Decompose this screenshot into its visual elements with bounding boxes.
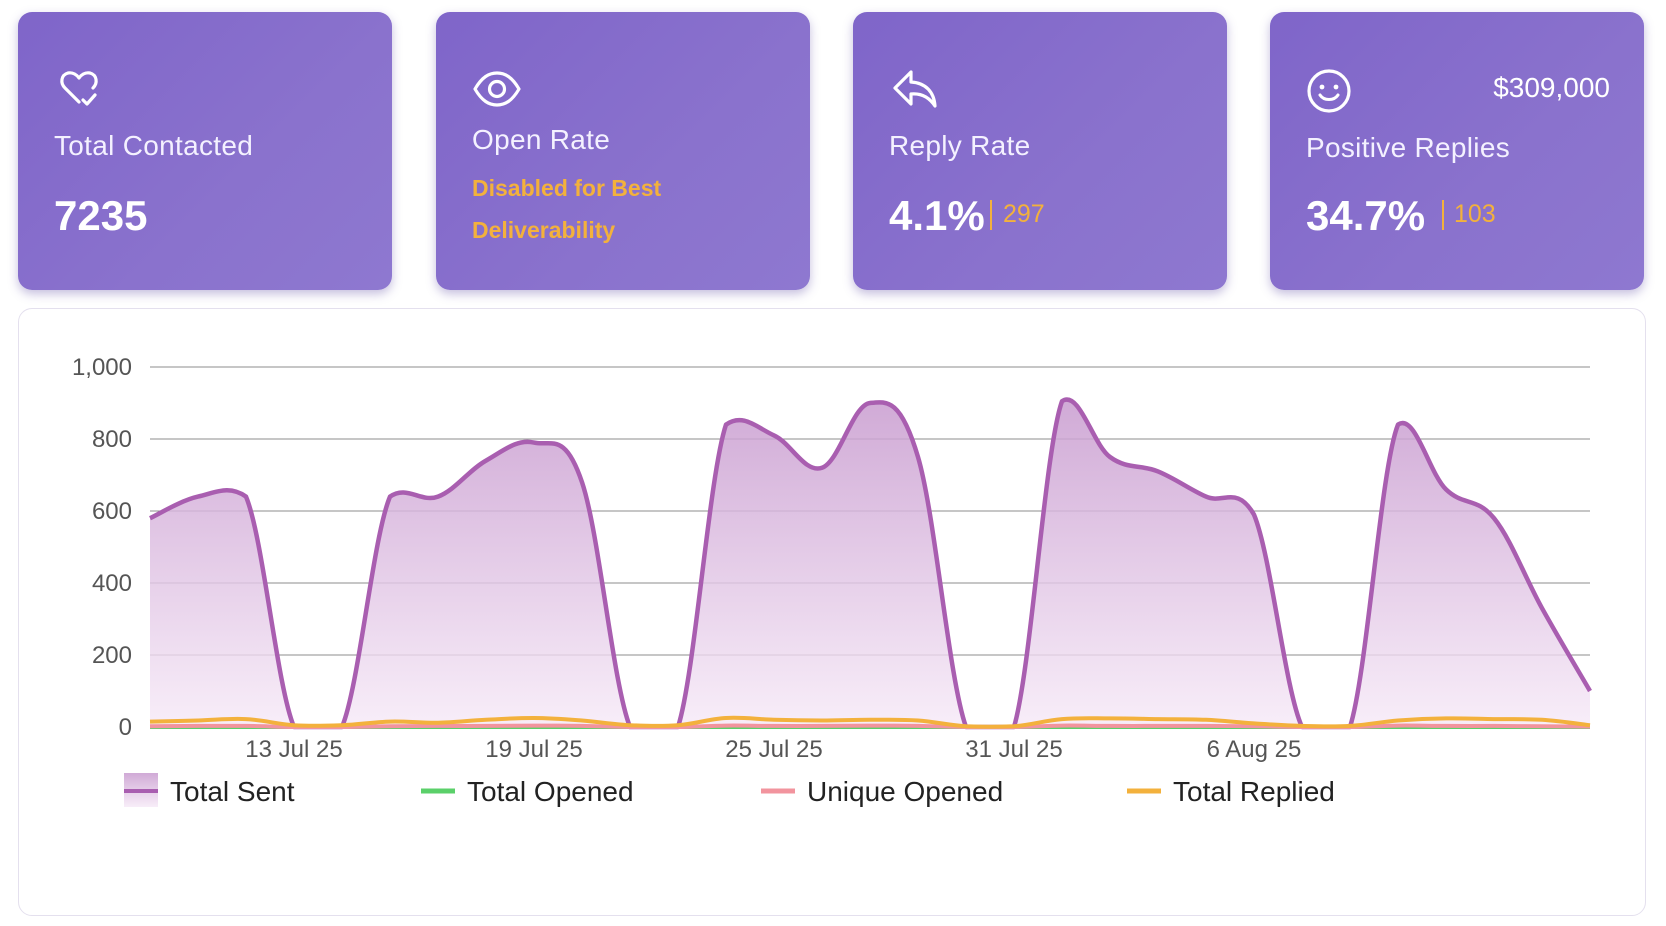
heart-check-icon [60, 71, 98, 106]
reply-rate-divider [990, 200, 992, 230]
x-tick-label: 13 Jul 25 [245, 736, 342, 763]
y-tick-label: 1,000 [72, 354, 132, 381]
smiley-icon [1307, 69, 1351, 113]
x-tick-label: 25 Jul 25 [725, 736, 822, 763]
unique-opened-legend-label: Unique Opened [807, 776, 1003, 807]
reply-rate-card[interactable]: Reply Rate 4.1% 297 [853, 12, 1227, 290]
y-tick-label: 400 [92, 570, 132, 597]
positive-replies-divider [1442, 200, 1444, 230]
open-rate-disabled-notice-line2: Deliverability [472, 217, 616, 243]
reply-rate-value: 4.1% [889, 192, 985, 239]
positive-replies-amount: $309,000 [1493, 72, 1610, 103]
eye-icon [473, 71, 521, 107]
open-rate-label: Open Rate [472, 124, 611, 155]
total-sent-area [150, 399, 1590, 727]
reply-arrow-icon [893, 70, 937, 108]
total-sent-legend-label: Total Sent [170, 776, 295, 807]
unique-opened-line [149, 723, 1591, 729]
total-contacted-card[interactable]: Total Contacted 7235 [18, 12, 392, 290]
positive-replies-value: 34.7% [1306, 192, 1426, 239]
open-rate-card[interactable]: Open Rate Disabled for Best Deliverabili… [436, 12, 810, 290]
x-tick-label: 19 Jul 25 [485, 736, 582, 763]
total-replied-legend-label: Total Replied [1173, 776, 1335, 807]
total-contacted-label: Total Contacted [54, 130, 254, 161]
open-rate-disabled-notice-line1: Disabled for Best [472, 175, 662, 201]
total-contacted-value: 7235 [54, 192, 148, 239]
reply-rate-label: Reply Rate [889, 130, 1031, 161]
x-tick-label: 6 Aug 25 [1207, 736, 1302, 763]
total-replied-line [149, 715, 1591, 729]
positive-replies-card[interactable]: $309,000 Positive Replies 34.7% 103 [1270, 12, 1644, 290]
positive-replies-label: Positive Replies [1306, 132, 1510, 163]
y-tick-label: 600 [92, 498, 132, 525]
reply-rate-count: 297 [1003, 200, 1045, 228]
x-tick-label: 31 Jul 25 [965, 736, 1062, 763]
email-activity-chart-panel: 0 200 400 600 800 1,000 13 Jul 25 19 Jul 25 25 … [18, 308, 1646, 916]
y-tick-label: 200 [92, 642, 132, 669]
email-activity-chart: 0 200 400 600 800 1,000 13 Jul 25 19 Jul 25 25 … [72, 354, 1592, 807]
total-opened-legend-label: Total Opened [467, 776, 634, 807]
y-tick-label: 0 [119, 714, 132, 741]
total-sent-line [149, 397, 1592, 730]
positive-replies-count: 103 [1454, 200, 1496, 228]
y-tick-label: 800 [92, 426, 132, 453]
